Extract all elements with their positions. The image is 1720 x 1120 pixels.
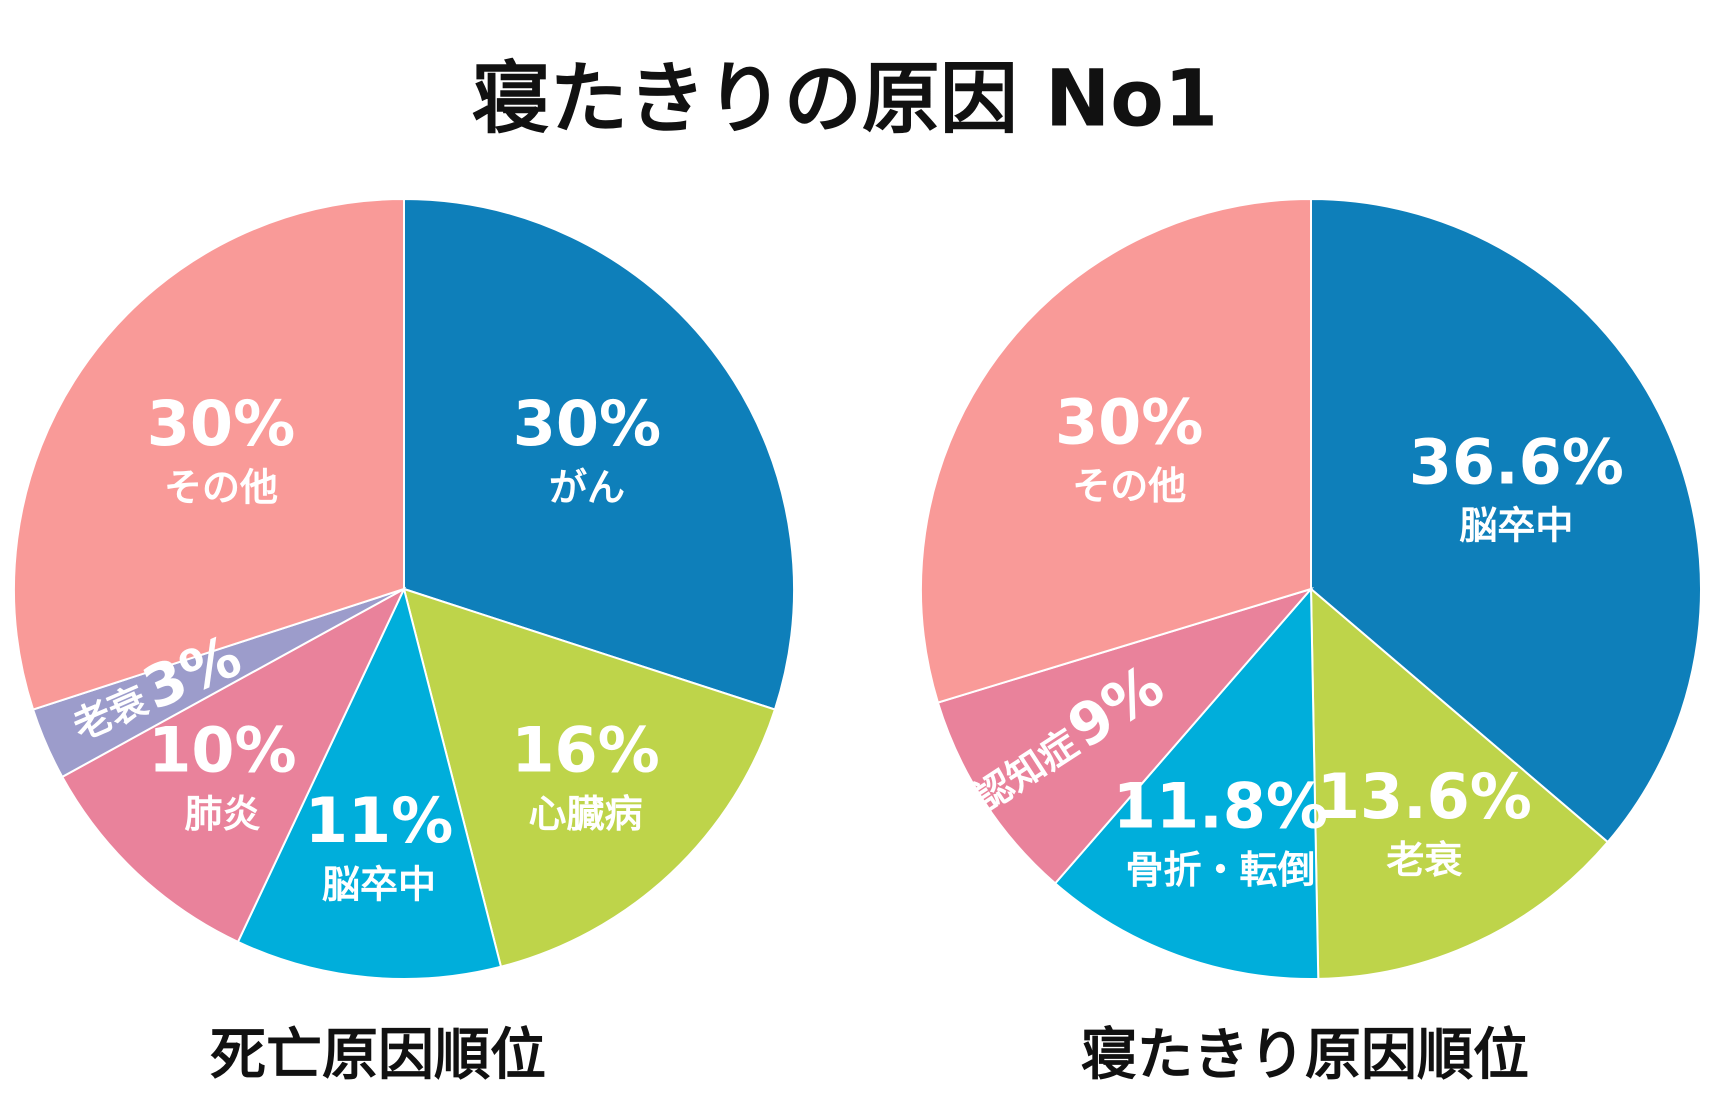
value-label: 13.6% xyxy=(1317,760,1532,833)
category-label: 脳卒中 xyxy=(1459,504,1573,548)
value-label: 10% xyxy=(148,713,296,786)
value-label: 30% xyxy=(1055,385,1203,458)
chart-title: 寝たきり原因順位 xyxy=(1081,1023,1529,1088)
value-label: 11% xyxy=(305,784,453,857)
page-title: 寝たきりの原因 No1 xyxy=(472,54,1218,144)
category-label: その他 xyxy=(164,466,278,510)
category-label: がん xyxy=(549,466,625,510)
category-label: 老衰 xyxy=(1386,838,1462,882)
pie-slice xyxy=(920,197,1312,704)
value-label: 11.8% xyxy=(1113,769,1328,842)
pie-slice xyxy=(236,586,503,980)
pie-slice xyxy=(402,587,777,968)
pie-slice xyxy=(403,197,795,711)
value-label: 30% xyxy=(147,387,295,460)
value-label: 16% xyxy=(511,713,659,786)
chart-title: 死亡原因順位 xyxy=(210,1023,546,1088)
pie-slice xyxy=(1309,586,1610,980)
pie-slice xyxy=(60,586,407,944)
value-label: 36.6% xyxy=(1409,425,1624,498)
pie-slice xyxy=(936,587,1315,885)
category-label: 脳卒中 xyxy=(322,863,436,907)
pie-slice xyxy=(1310,197,1702,844)
category-label: 心臓病 xyxy=(529,792,643,836)
pie-slice xyxy=(1053,586,1320,980)
category-label: その他 xyxy=(1072,464,1186,508)
category-label: 肺炎 xyxy=(184,792,260,836)
value-label: 30% xyxy=(513,387,661,460)
pie-slice xyxy=(13,197,405,711)
category-label: 骨折・転倒 xyxy=(1125,848,1315,892)
